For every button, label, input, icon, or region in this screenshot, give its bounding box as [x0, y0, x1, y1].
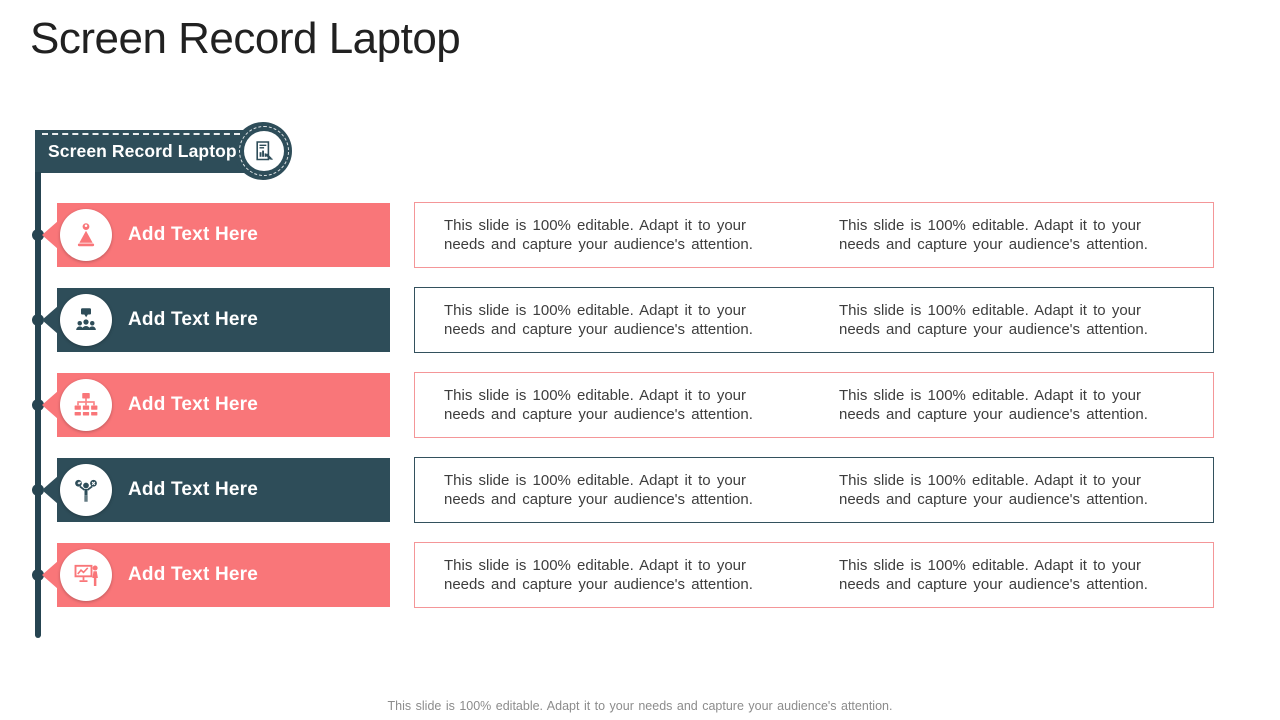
placeholder-text[interactable]: This slide is 100% editable. Adapt it to… [839, 557, 1148, 593]
banner-label: Add Text Here [128, 394, 258, 415]
placeholder-textbox[interactable]: This slide is 100% editable. Adapt it to… [414, 542, 1214, 608]
placeholder-textbox[interactable]: This slide is 100% editable. Adapt it to… [414, 287, 1214, 353]
placeholder-text[interactable]: This slide is 100% editable. Adapt it to… [444, 387, 753, 423]
badge-dashed-ring [239, 126, 289, 176]
timeline-row-5: Add Text Here This slide is 100% editabl… [0, 542, 1280, 608]
team-discussion-icon [60, 294, 112, 346]
placeholder-text[interactable]: This slide is 100% editable. Adapt it to… [839, 472, 1148, 508]
banner-arrow [42, 561, 58, 589]
timeline-dot [32, 484, 44, 496]
timeline-row-4: Add Text Here This slide is 100% edi [0, 457, 1280, 523]
timeline-row-3: Add Text Here [0, 372, 1280, 438]
timeline-dot [32, 399, 44, 411]
placeholder-text[interactable]: This slide is 100% editable. Adapt it to… [444, 472, 753, 508]
header-badge[interactable] [35, 130, 263, 173]
placeholder-textbox[interactable]: This slide is 100% editable. Adapt it to… [414, 202, 1214, 268]
timeline-rows: Add Text Here This slide is 100% editabl… [0, 202, 1280, 627]
banner-label: Add Text Here [128, 479, 258, 500]
placeholder-text[interactable]: This slide is 100% editable. Adapt it to… [444, 302, 753, 338]
add-text-banner[interactable]: Add Text Here [57, 458, 390, 522]
placeholder-textbox[interactable]: This slide is 100% editable. Adapt it to… [414, 372, 1214, 438]
banner-arrow [42, 476, 58, 504]
org-chart-icon [60, 379, 112, 431]
banner-label: Add Text Here [128, 224, 258, 245]
add-text-banner[interactable]: Add Text Here [57, 543, 390, 607]
banner-arrow [42, 306, 58, 334]
decision-person-icon [60, 464, 112, 516]
placeholder-text[interactable]: This slide is 100% editable. Adapt it to… [839, 217, 1148, 253]
placeholder-textbox[interactable]: This slide is 100% editable. Adapt it to… [414, 457, 1214, 523]
header-badge-label[interactable]: Screen Record Laptop [48, 141, 237, 161]
placeholder-text[interactable]: This slide is 100% editable. Adapt it to… [444, 217, 753, 253]
badge-dashed-line [42, 133, 240, 135]
presenter-chart-icon [60, 549, 112, 601]
placeholder-text[interactable]: This slide is 100% editable. Adapt it to… [444, 557, 753, 593]
add-text-banner[interactable]: Add Text Here [57, 288, 390, 352]
timeline-row-1: Add Text Here This slide is 100% editabl… [0, 202, 1280, 268]
placeholder-text[interactable]: This slide is 100% editable. Adapt it to… [839, 387, 1148, 423]
banner-arrow [42, 221, 58, 249]
footer-disclaimer: This slide is 100% editable. Adapt it to… [387, 699, 893, 713]
page-title[interactable]: Screen Record Laptop [30, 14, 461, 63]
report-chart-edit-icon [244, 131, 284, 171]
banner-label: Add Text Here [128, 564, 258, 585]
banner-label: Add Text Here [128, 309, 258, 330]
timeline-dot [32, 569, 44, 581]
person-laptop-icon [60, 209, 112, 261]
banner-arrow [42, 391, 58, 419]
timeline-dot [32, 314, 44, 326]
placeholder-text[interactable]: This slide is 100% editable. Adapt it to… [839, 302, 1148, 338]
add-text-banner[interactable]: Add Text Here [57, 373, 390, 437]
add-text-banner[interactable]: Add Text Here [57, 203, 390, 267]
timeline-row-2: Add Text Here This slide is 100% editabl… [0, 287, 1280, 353]
timeline-dot [32, 229, 44, 241]
